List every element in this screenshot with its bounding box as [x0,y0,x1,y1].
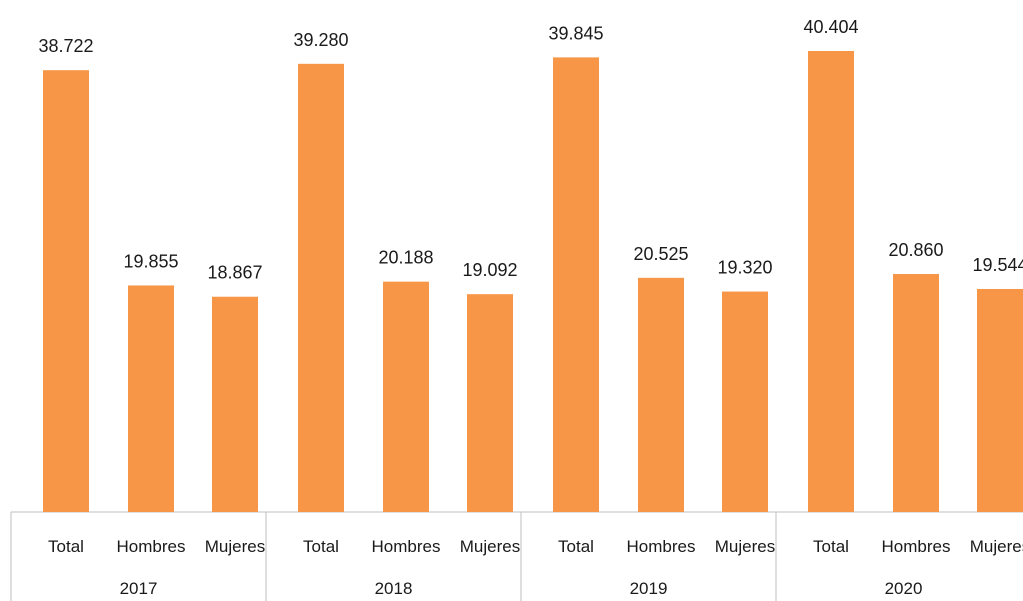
data-label: 39.845 [548,23,603,43]
labels-layer: 38.722 Total 19.855 Hombres 18.867 Mujeres 201… [38,17,1023,598]
data-label: 19.544 [972,255,1023,275]
bar-2018-hombres [383,281,429,512]
category-tick-label: Mujeres [460,537,520,556]
category-tick-label: Mujeres [715,537,775,556]
category-tick-label: Mujeres [205,537,265,556]
bar-2017-mujeres [212,296,258,512]
category-tick-label: Total [813,537,849,556]
bar-2018-total [298,63,344,512]
bar-2019-total [553,57,599,513]
data-label: 20.860 [888,240,943,260]
category-tick-label: Hombres [372,537,441,556]
data-label: 18.867 [207,263,262,283]
bar-2019-hombres [638,277,684,512]
data-label: 39.280 [293,30,348,50]
category-tick-label: Hombres [117,537,186,556]
bars-layer [43,51,1023,513]
category-tick-label: Mujeres [970,537,1023,556]
data-label: 19.320 [717,258,772,278]
data-label: 19.092 [462,260,517,280]
group-tick-label: 2020 [885,579,923,598]
category-tick-label: Hombres [627,537,696,556]
bar-2020-hombres [893,273,939,512]
bar-2020-mujeres [977,289,1023,512]
group-tick-label: 2018 [375,579,413,598]
bar-2020-total [808,51,854,512]
data-label: 20.525 [633,244,688,264]
data-label: 19.855 [123,251,178,271]
bar-2018-mujeres [467,294,513,512]
axis-layer [10,511,1023,601]
group-tick-label: 2019 [630,579,668,598]
category-tick-label: Total [558,537,594,556]
data-label: 40.404 [803,17,858,37]
bar-2017-hombres [128,285,174,512]
category-tick-label: Total [48,537,84,556]
bar-2019-mujeres [722,291,768,512]
bar-2017-total [43,70,89,512]
category-tick-label: Hombres [882,537,951,556]
data-label: 38.722 [38,36,93,56]
data-label: 20.188 [378,248,433,268]
group-tick-label: 2017 [120,579,158,598]
category-tick-label: Total [303,537,339,556]
